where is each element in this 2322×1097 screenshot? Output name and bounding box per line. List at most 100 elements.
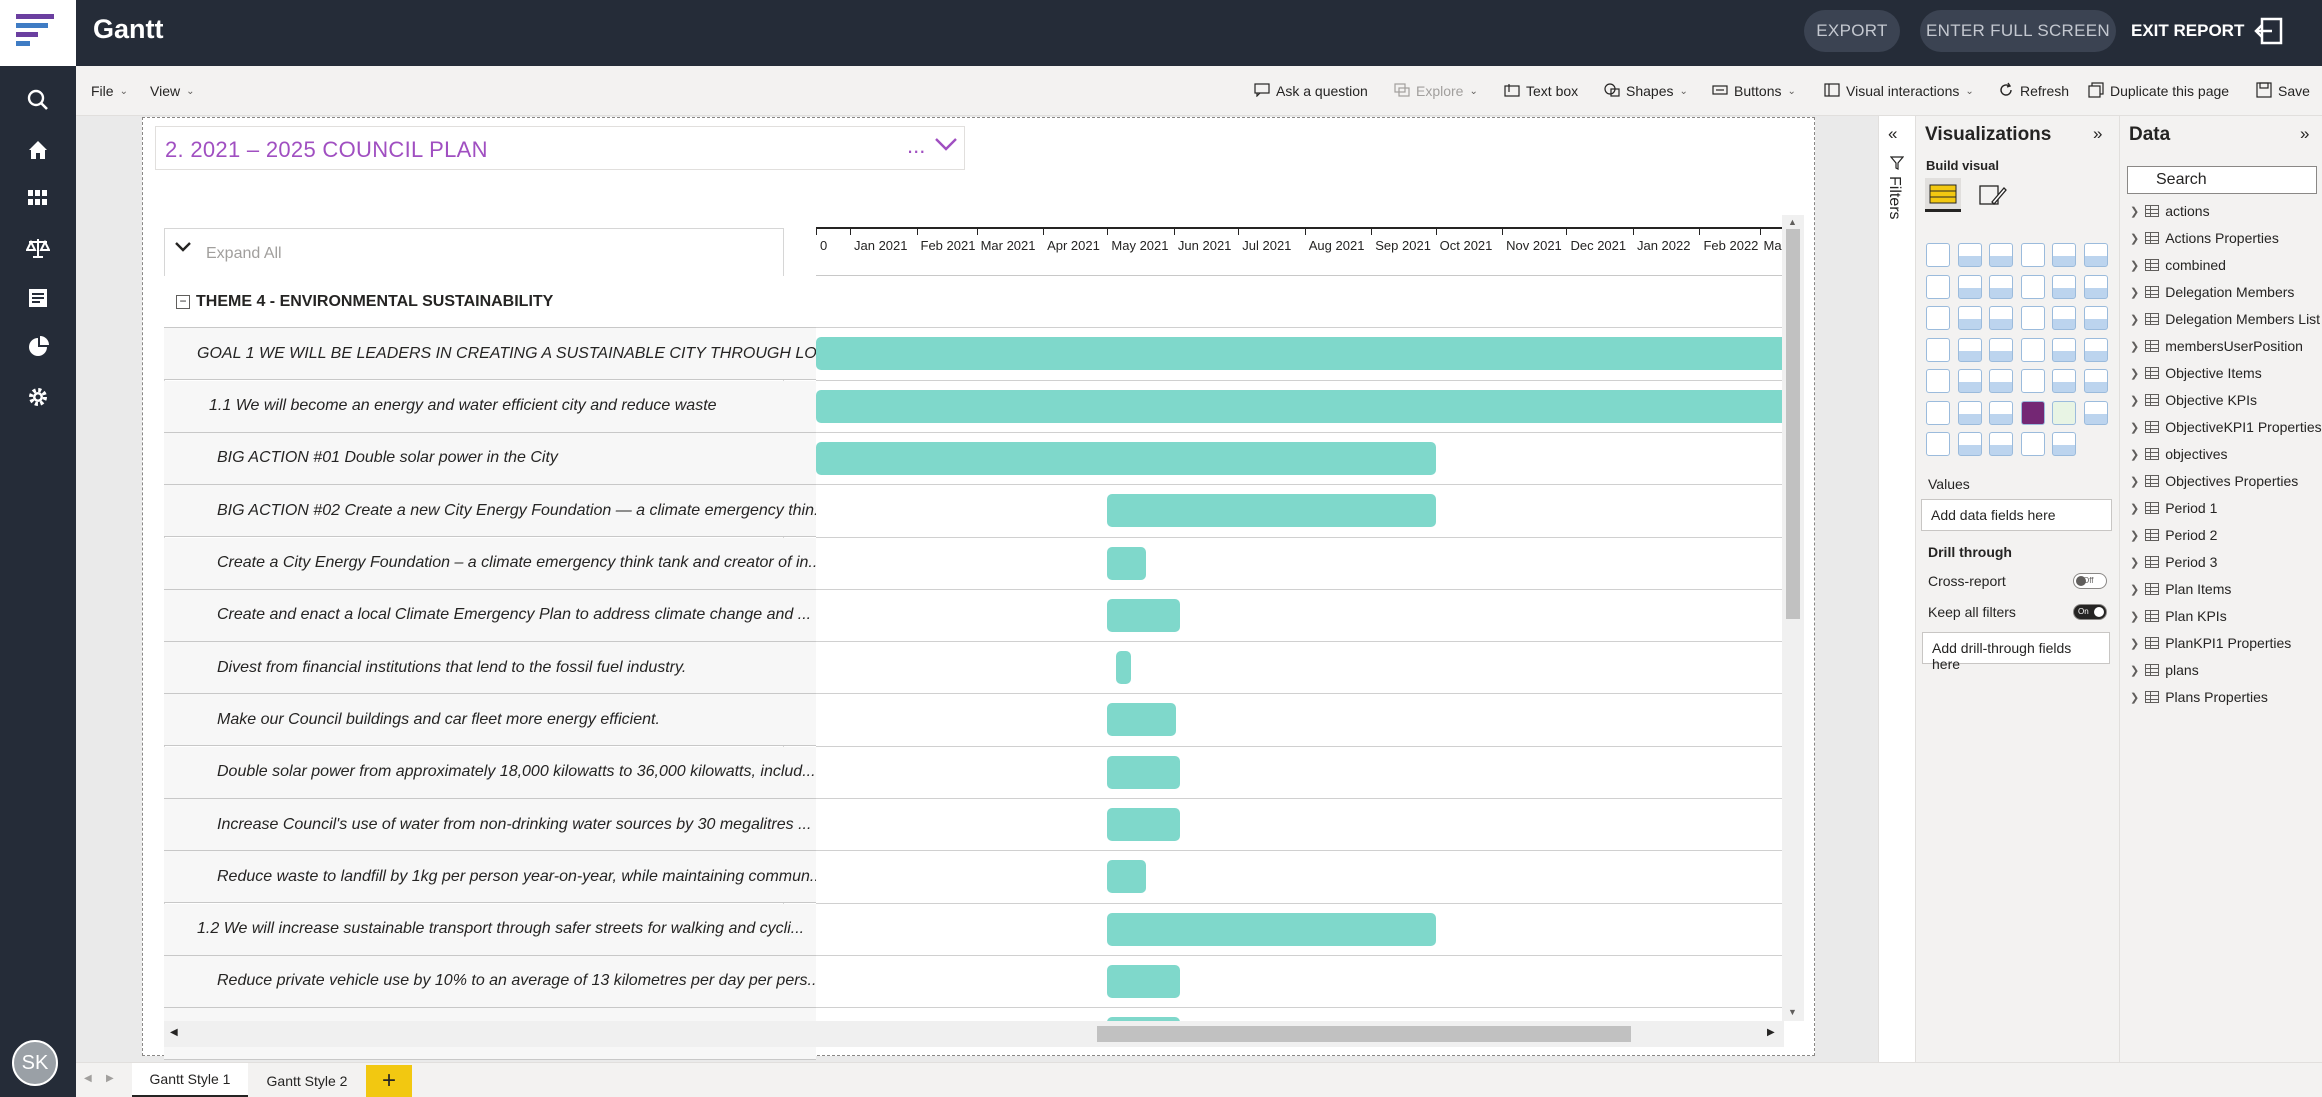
expand-right-icon[interactable]: »	[2093, 124, 2103, 143]
decomposition-visual-icon[interactable]	[2020, 369, 2045, 393]
gantt-bar[interactable]	[816, 337, 1782, 371]
gantt-task-row[interactable]: Divest from financial institutions that …	[164, 642, 816, 695]
data-search-input[interactable]: Search	[2127, 166, 2317, 194]
gantt-task-row[interactable]: BIG ACTION #01 Double solar power in the…	[164, 432, 816, 485]
refresh-button[interactable]: Refresh	[1998, 66, 2069, 116]
gantt-bar[interactable]	[1107, 964, 1181, 998]
ribbon-visual-icon[interactable]	[2083, 274, 2108, 299]
expand-all-row[interactable]: Expand All	[164, 230, 816, 276]
chevron-down-icon[interactable]	[174, 240, 192, 259]
gantt-bar[interactable]	[1107, 808, 1181, 841]
expand-chevron-icon[interactable]: ❯	[2130, 610, 2140, 623]
clustered-column-visual-icon[interactable]	[2020, 243, 2045, 267]
theme-row[interactable]: − THEME 4 - ENVIRONMENTAL SUSTAINABILITY	[164, 276, 816, 328]
scroll-left-arrow-icon[interactable]: ◀	[170, 1027, 178, 1038]
clustered-bar-visual-icon[interactable]	[1989, 243, 2013, 267]
home-icon[interactable]	[18, 130, 58, 170]
qa-visual-icon[interactable]	[2083, 369, 2108, 393]
keep-all-filters-toggle[interactable]: On	[2073, 604, 2107, 620]
data-table-item[interactable]: ❯ combined	[2130, 254, 2226, 276]
expand-chevron-icon[interactable]: ❯	[2130, 556, 2140, 569]
gantt-visual-icon[interactable]	[2083, 400, 2108, 425]
vertical-scroll-thumb[interactable]	[1786, 229, 1800, 619]
gantt-task-row[interactable]: Create a City Energy Foundation – a clim…	[164, 537, 816, 590]
format-visual-tab[interactable]	[1974, 178, 2010, 212]
gantt-task-row[interactable]: Make our Council buildings and car fleet…	[164, 694, 816, 747]
add-page-button[interactable]: +	[366, 1065, 412, 1097]
collapse-minus-icon[interactable]: −	[176, 294, 190, 309]
gantt-bar[interactable]	[1107, 598, 1181, 632]
expand-chevron-icon[interactable]: ❯	[2130, 529, 2140, 542]
filled-map-visual-icon[interactable]	[1957, 337, 1982, 362]
gantt-task-row[interactable]: Create and enact a local Climate Emergen…	[164, 589, 816, 642]
expand-right-icon[interactable]: »	[2300, 124, 2310, 143]
data-table-item[interactable]: ❯ Plan KPIs	[2130, 605, 2227, 627]
explore-button[interactable]: Explore ⌄	[1394, 66, 1478, 116]
waterfall-visual-icon[interactable]	[1926, 306, 1950, 330]
gantt-bar[interactable]	[1107, 1017, 1181, 1021]
data-table-item[interactable]: ❯ actions	[2130, 200, 2210, 222]
gantt-task-row[interactable]: Reduce waste to landfill by 1kg per pers…	[164, 851, 816, 904]
app-logo[interactable]	[0, 0, 76, 66]
expand-chevron-icon[interactable]: ❯	[2130, 583, 2140, 596]
data-table-item[interactable]: ❯ Objective Items	[2130, 362, 2262, 384]
buttons-button[interactable]: Buttons ⌄	[1712, 66, 1796, 116]
vertical-scrollbar[interactable]: ▲ ▼	[1782, 215, 1804, 1021]
gantt-bar[interactable]	[1107, 755, 1181, 789]
power-apps-visual-icon[interactable]	[2020, 400, 2045, 425]
search-icon[interactable]	[18, 80, 58, 120]
add-data-fields-well[interactable]: Add data fields here	[1921, 499, 2112, 531]
save-button[interactable]: Save	[2256, 66, 2310, 116]
stacked-bar-visual-icon[interactable]	[1926, 243, 1950, 267]
tab-scroll-right-icon[interactable]: ▶	[106, 1073, 114, 1084]
treemap-visual-icon[interactable]	[2083, 306, 2108, 330]
exit-report-button[interactable]: EXIT REPORT	[2131, 10, 2284, 52]
user-avatar[interactable]: SK	[12, 1040, 58, 1086]
donut-visual-icon[interactable]	[2052, 306, 2076, 330]
data-table-item[interactable]: ❯ Plans Properties	[2130, 686, 2268, 708]
gantt-task-row[interactable]: Increase Council's use of water from non…	[164, 799, 816, 851]
gantt-bar[interactable]	[1107, 912, 1436, 946]
stacked-area-visual-icon[interactable]	[1989, 274, 2013, 299]
more-options-button[interactable]: ...	[907, 133, 926, 158]
slicer-visual-icon[interactable]	[1926, 369, 1950, 393]
add-drill-through-well[interactable]: Add drill-through fields here	[1922, 632, 2110, 672]
100-column-visual-icon[interactable]	[2083, 243, 2108, 267]
data-table-item[interactable]: ❯ ObjectiveKPI1 Properties	[2130, 416, 2322, 438]
apps-grid-icon[interactable]	[18, 178, 58, 218]
gantt-bar[interactable]	[816, 441, 1436, 475]
map-visual-icon[interactable]	[1926, 337, 1950, 362]
line-visual-icon[interactable]	[1926, 274, 1950, 299]
gantt-bar[interactable]	[1107, 494, 1436, 528]
file-menu[interactable]: File ⌄	[91, 66, 128, 116]
pie-visual-icon[interactable]	[2020, 306, 2045, 330]
settings-gear-icon[interactable]	[18, 377, 58, 417]
multi-row-card-visual-icon[interactable]	[2052, 337, 2076, 362]
data-table-item[interactable]: ❯ Delegation Members List	[2130, 308, 2320, 330]
report-list-icon[interactable]	[18, 278, 58, 318]
custom-c-visual-icon[interactable]	[2020, 432, 2045, 456]
data-table-item[interactable]: ❯ plans	[2130, 659, 2199, 681]
expand-chevron-icon[interactable]: ❯	[2130, 340, 2140, 353]
expand-chevron-icon[interactable]: ❯	[2130, 205, 2140, 218]
expand-chevron-icon[interactable]: ❯	[2130, 637, 2140, 650]
gauge-visual-icon[interactable]	[1989, 337, 2013, 362]
scroll-right-arrow-icon[interactable]: ▶	[1767, 1027, 1775, 1038]
key-influencers-visual-icon[interactable]	[2052, 369, 2076, 393]
cross-report-toggle[interactable]: Off	[2073, 573, 2107, 589]
expand-chevron-icon[interactable]: ❯	[2130, 394, 2140, 407]
matrix-visual-icon[interactable]	[1989, 369, 2013, 393]
data-table-item[interactable]: ❯ PlanKPI1 Properties	[2130, 632, 2291, 654]
gantt-task-row[interactable]: Double solar power from approximately 18…	[164, 746, 816, 799]
expand-chevron-icon[interactable]: ❯	[2130, 502, 2140, 515]
data-table-item[interactable]: ❯ Objectives Properties	[2130, 470, 2298, 492]
enter-full-screen-button[interactable]: ENTER FULL SCREEN	[1920, 10, 2116, 52]
gantt-bar[interactable]	[1107, 546, 1147, 580]
chevron-down-icon[interactable]	[934, 137, 958, 158]
expand-chevron-icon[interactable]: ❯	[2130, 421, 2140, 434]
expand-chevron-icon[interactable]: ❯	[2130, 367, 2140, 380]
expand-chevron-icon[interactable]: ❯	[2130, 691, 2140, 704]
scales-icon[interactable]	[18, 228, 58, 268]
tab-scroll-left-icon[interactable]: ◀	[84, 1073, 92, 1084]
scroll-up-arrow-icon[interactable]: ▲	[1788, 217, 1797, 227]
